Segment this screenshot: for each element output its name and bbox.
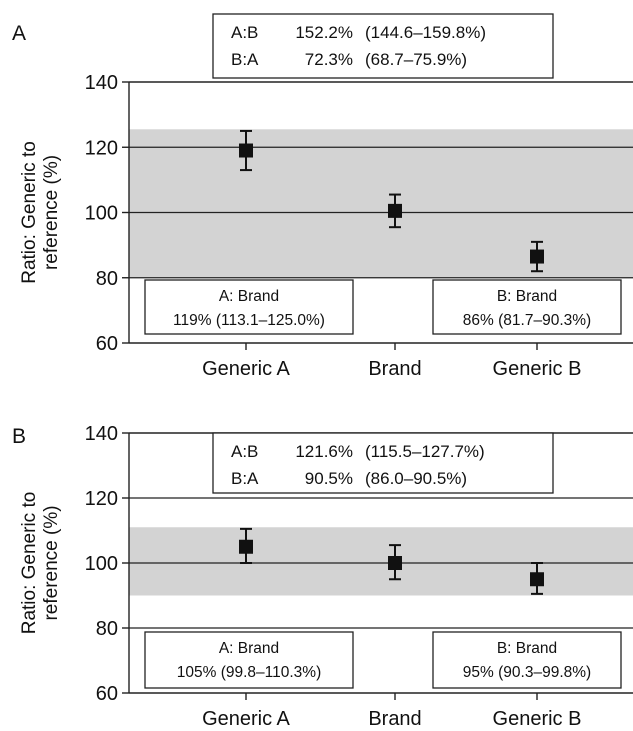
panel-a-right-box-title: B: Brand <box>497 288 557 305</box>
panel-a-point-generic-b <box>530 249 544 264</box>
panel-a-ratio-ci-1: (144.6–159.8%) <box>365 23 486 42</box>
panel-b-category-label-3: Generic B <box>493 708 582 730</box>
panel-a-ytick-label-120: 120 <box>85 137 118 159</box>
panel-a-category-label-3: Generic B <box>493 358 582 380</box>
panel-b-right-box-title: B: Brand <box>497 640 557 657</box>
panel-b-category-label-2: Brand <box>368 708 421 730</box>
panel-b-left-box-title: A: Brand <box>219 640 279 657</box>
panel-b-right-box <box>432 631 622 689</box>
panel-b-letter: B <box>12 425 26 448</box>
panel-a-ratio-ci-2: (68.7–75.9%) <box>365 50 467 69</box>
panel-a-ytick-label-80: 80 <box>96 268 118 290</box>
panel-b-ratio-label-2: B:A <box>231 469 259 488</box>
panel-a-right-box <box>432 279 622 335</box>
panel-b-point-generic-a <box>239 539 253 554</box>
panel-b-left-box <box>144 631 354 689</box>
panel-a-left-box <box>144 279 354 335</box>
panel-a-ytick-label-60: 60 <box>96 333 118 355</box>
panel-a-ytick-label-140: 140 <box>85 72 118 94</box>
panel-a-ratio-label-1: A:B <box>231 23 258 42</box>
panel-b-ytick-label-100: 100 <box>85 553 118 575</box>
panel-b-equivalence-band <box>129 527 633 596</box>
panel-b-category-label-1: Generic A <box>202 708 290 730</box>
panel-b-ratio-label-1: A:B <box>231 442 258 461</box>
panel-b-ytick-label-80: 80 <box>96 618 118 640</box>
panel-a-left-box-title: A: Brand <box>219 288 279 305</box>
panel-b-ytick-label-60: 60 <box>96 683 118 705</box>
panel-a-letter: A <box>12 22 26 45</box>
panel-b-ratio-ci-1: (115.5–127.7%) <box>365 442 485 461</box>
panel-b-ratio-value-1: 121.6% <box>295 442 353 461</box>
panel-a-category-label-2: Brand <box>368 358 421 380</box>
panel-b-point-brand <box>388 556 402 570</box>
panel-a-category-label-1: Generic A <box>202 358 290 380</box>
panel-a-equivalence-band <box>129 129 633 278</box>
panel-b-ratio-box <box>212 432 554 494</box>
panel-b-left-box-value: 105% (99.8–110.3%) <box>177 664 321 681</box>
panel-a: A 60 80 100 120 140 Generic A Brand Generic B Rat… <box>12 13 633 380</box>
panel-b-ratio-value-2: 90.5% <box>305 469 353 488</box>
panel-a-point-brand <box>388 203 402 218</box>
panel-b-ratio-ci-2: (86.0–90.5%) <box>365 469 467 488</box>
panel-a-left-box-value: 119% (113.1–125.0%) <box>173 312 325 329</box>
panel-b-point-generic-b <box>530 572 544 587</box>
panel-b: B 60 80 100 120 140 Generic A Brand Generic B Rat… <box>12 423 633 730</box>
panel-a-ratio-box <box>212 13 554 79</box>
panel-a-point-generic-a <box>239 143 253 158</box>
panel-a-ratio-value-1: 152.2% <box>295 23 353 42</box>
panel-b-right-box-value: 95% (90.3–99.8%) <box>463 664 591 681</box>
panel-a-ratio-value-2: 72.3% <box>305 50 353 69</box>
panel-b-ylabel: Ratio: Generic toreference (%) <box>19 492 62 635</box>
panel-a-ratio-label-2: B:A <box>231 50 259 69</box>
panel-a-ylabel: Ratio: Generic toreference (%) <box>19 141 62 284</box>
panel-b-ytick-label-140: 140 <box>85 423 118 445</box>
panel-b-ytick-label-120: 120 <box>85 488 118 510</box>
panel-a-right-box-value: 86% (81.7–90.3%) <box>463 312 591 329</box>
panel-a-ytick-label-100: 100 <box>85 203 118 225</box>
